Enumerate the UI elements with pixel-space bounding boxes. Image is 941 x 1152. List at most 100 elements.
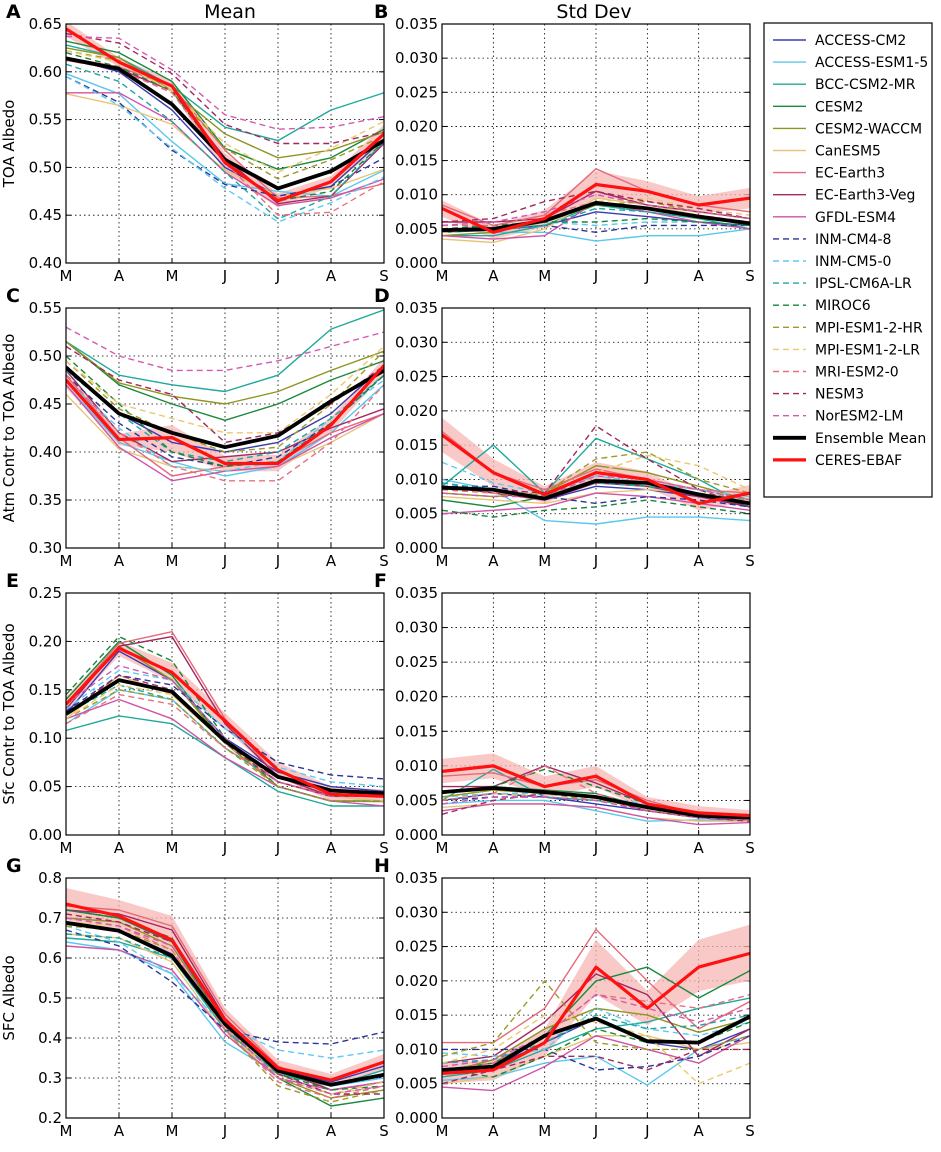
- y-tick-label: 0.50: [29, 347, 62, 365]
- x-tick-label: S: [379, 552, 389, 570]
- plot-frame: [65, 23, 385, 264]
- x-tick-label: J: [644, 552, 649, 570]
- y-tick-label: 0.030: [395, 619, 438, 637]
- y-axis-label: Atm Contr to TOA Albedo: [0, 334, 18, 523]
- y-tick-label: 0.025: [395, 368, 438, 386]
- series-line-noresm2-lm: [442, 796, 750, 821]
- plot-frame: [441, 592, 751, 836]
- y-axis-label: TOA Albedo: [0, 100, 18, 189]
- legend-label: INM-CM5-0: [815, 254, 891, 270]
- legend-label: CESM2: [815, 99, 864, 115]
- y-tick-label: 0.20: [29, 632, 62, 650]
- series-line-mri-esm2-0: [66, 374, 384, 482]
- legend: ACCESS-CM2 ACCESS-ESM1-5 BCC-CSM2-MR CESM2 C…: [763, 22, 933, 498]
- legend-label: ACCESS-ESM1-5: [815, 55, 928, 71]
- series-line-mri-esm2-0: [66, 693, 384, 797]
- series-line-ceres-ebaf: [442, 182, 750, 234]
- y-tick-label: 0.015: [395, 722, 438, 740]
- legend-label: ACCESS-CM2: [815, 33, 906, 49]
- series-line-nesm3: [66, 32, 384, 145]
- x-tick-label: J: [644, 267, 649, 285]
- series-line-ensemble-mean: [66, 678, 384, 796]
- x-tick-label: J: [222, 839, 227, 857]
- x-tick-label: M: [60, 267, 73, 285]
- plot-frame: [441, 877, 751, 1119]
- series-line-gfdl-esm4: [442, 803, 750, 826]
- panel-f: 0.000 0.005 0.010 0.015 0.020 0.025 0.030 0.035…: [374, 570, 755, 857]
- y-tick-label: 0.05: [29, 778, 62, 796]
- x-tick-label: S: [745, 552, 755, 570]
- y-tick-label: 0.45: [29, 206, 62, 224]
- legend-label: MRI-ESM2-0: [815, 365, 899, 381]
- plot-frame: [65, 307, 385, 549]
- series-line-gfdl-esm4: [66, 945, 384, 1091]
- y-tick-label: 0.40: [29, 443, 62, 461]
- y-tick-label: 0.010: [395, 1040, 438, 1058]
- series-line-miroc6: [66, 635, 384, 802]
- panel-letter: C: [6, 285, 20, 307]
- y-tick-label: 0.8: [38, 869, 62, 887]
- legend-label: MPI-ESM1-2-LR: [815, 342, 920, 358]
- y-tick-label: 0.005: [395, 1075, 438, 1093]
- y-tick-label: 0.020: [395, 117, 438, 135]
- panel-d: 0.000 0.005 0.010 0.015 0.020 0.025 0.030 0.035…: [374, 285, 755, 570]
- x-tick-label: J: [222, 1122, 227, 1140]
- series-line-mpi-esm1-2-hr: [66, 350, 384, 453]
- plot-frame: [441, 23, 751, 264]
- x-tick-label: M: [436, 267, 449, 285]
- panels-group: 0.40 0.45 0.50 0.55 0.60 0.65 M A M J J A S A TOA Albe…: [0, 1, 755, 1140]
- legend-label: EC-Earth3-Veg: [815, 188, 915, 204]
- panel-letter: F: [374, 570, 387, 592]
- x-tick-label: A: [114, 267, 125, 285]
- legend-label: CESM2-WACCM: [815, 121, 922, 137]
- x-tick-label: J: [593, 267, 598, 285]
- panel-letter: E: [6, 570, 19, 592]
- y-tick-label: 0.25: [29, 584, 62, 602]
- x-tick-label: J: [222, 552, 227, 570]
- series-line-ceres-ebaf: [66, 646, 384, 798]
- x-tick-label: M: [436, 839, 449, 857]
- series-line-mpi-esm1-2-hr: [66, 50, 384, 180]
- y-tick-label: 0.4: [38, 1029, 62, 1047]
- series-line-miroc6: [66, 355, 384, 468]
- panel-letter: B: [374, 1, 388, 23]
- x-tick-label: M: [538, 267, 551, 285]
- x-tick-label: J: [275, 839, 280, 857]
- x-tick-label: M: [436, 1122, 449, 1140]
- x-tick-label: A: [488, 1122, 499, 1140]
- column-title-std: Std Dev: [556, 1, 631, 23]
- y-tick-label: 0.005: [395, 220, 438, 238]
- y-tick-label: 0.025: [395, 938, 438, 956]
- series-line-ceres-ebaf: [442, 764, 750, 818]
- x-tick-label: A: [694, 839, 705, 857]
- y-tick-label: 0.035: [395, 15, 438, 33]
- legend-label: GFDL-ESM4: [815, 210, 896, 226]
- legend-label: CERES-EBAF: [815, 453, 902, 469]
- legend-label: NorESM2-LM: [815, 409, 903, 425]
- series-line-cesm2-waccm: [66, 341, 384, 405]
- y-tick-label: 0.55: [29, 299, 62, 317]
- x-tick-label: A: [114, 1122, 125, 1140]
- panel-letter: D: [374, 285, 390, 307]
- x-tick-label: A: [326, 839, 337, 857]
- series-line-noresm2-lm: [442, 193, 750, 227]
- column-title-mean: Mean: [204, 1, 256, 23]
- series-line-noresm2-lm: [66, 326, 384, 372]
- y-tick-label: 0.55: [29, 111, 62, 129]
- series-line-ensemble-mean: [442, 200, 750, 233]
- series-line-nesm3: [442, 792, 750, 822]
- x-tick-label: A: [488, 839, 499, 857]
- panel-e: 0.00 0.05 0.10 0.15 0.20 0.25 M A M J J A S E Sfc Cont…: [0, 570, 389, 857]
- ceres-uncertainty-band: [442, 753, 750, 822]
- x-tick-label: A: [488, 267, 499, 285]
- x-tick-label: M: [538, 552, 551, 570]
- x-tick-label: M: [60, 552, 73, 570]
- y-tick-label: 0.030: [395, 49, 438, 67]
- series-line-nesm3: [66, 345, 384, 444]
- series-line-cesm2-waccm: [66, 47, 384, 159]
- y-tick-label: 0.005: [395, 791, 438, 809]
- legend-label: NESM3: [815, 387, 864, 403]
- series-line-ceres-ebaf: [442, 951, 750, 1075]
- series-line-gfdl-esm4: [442, 1034, 750, 1092]
